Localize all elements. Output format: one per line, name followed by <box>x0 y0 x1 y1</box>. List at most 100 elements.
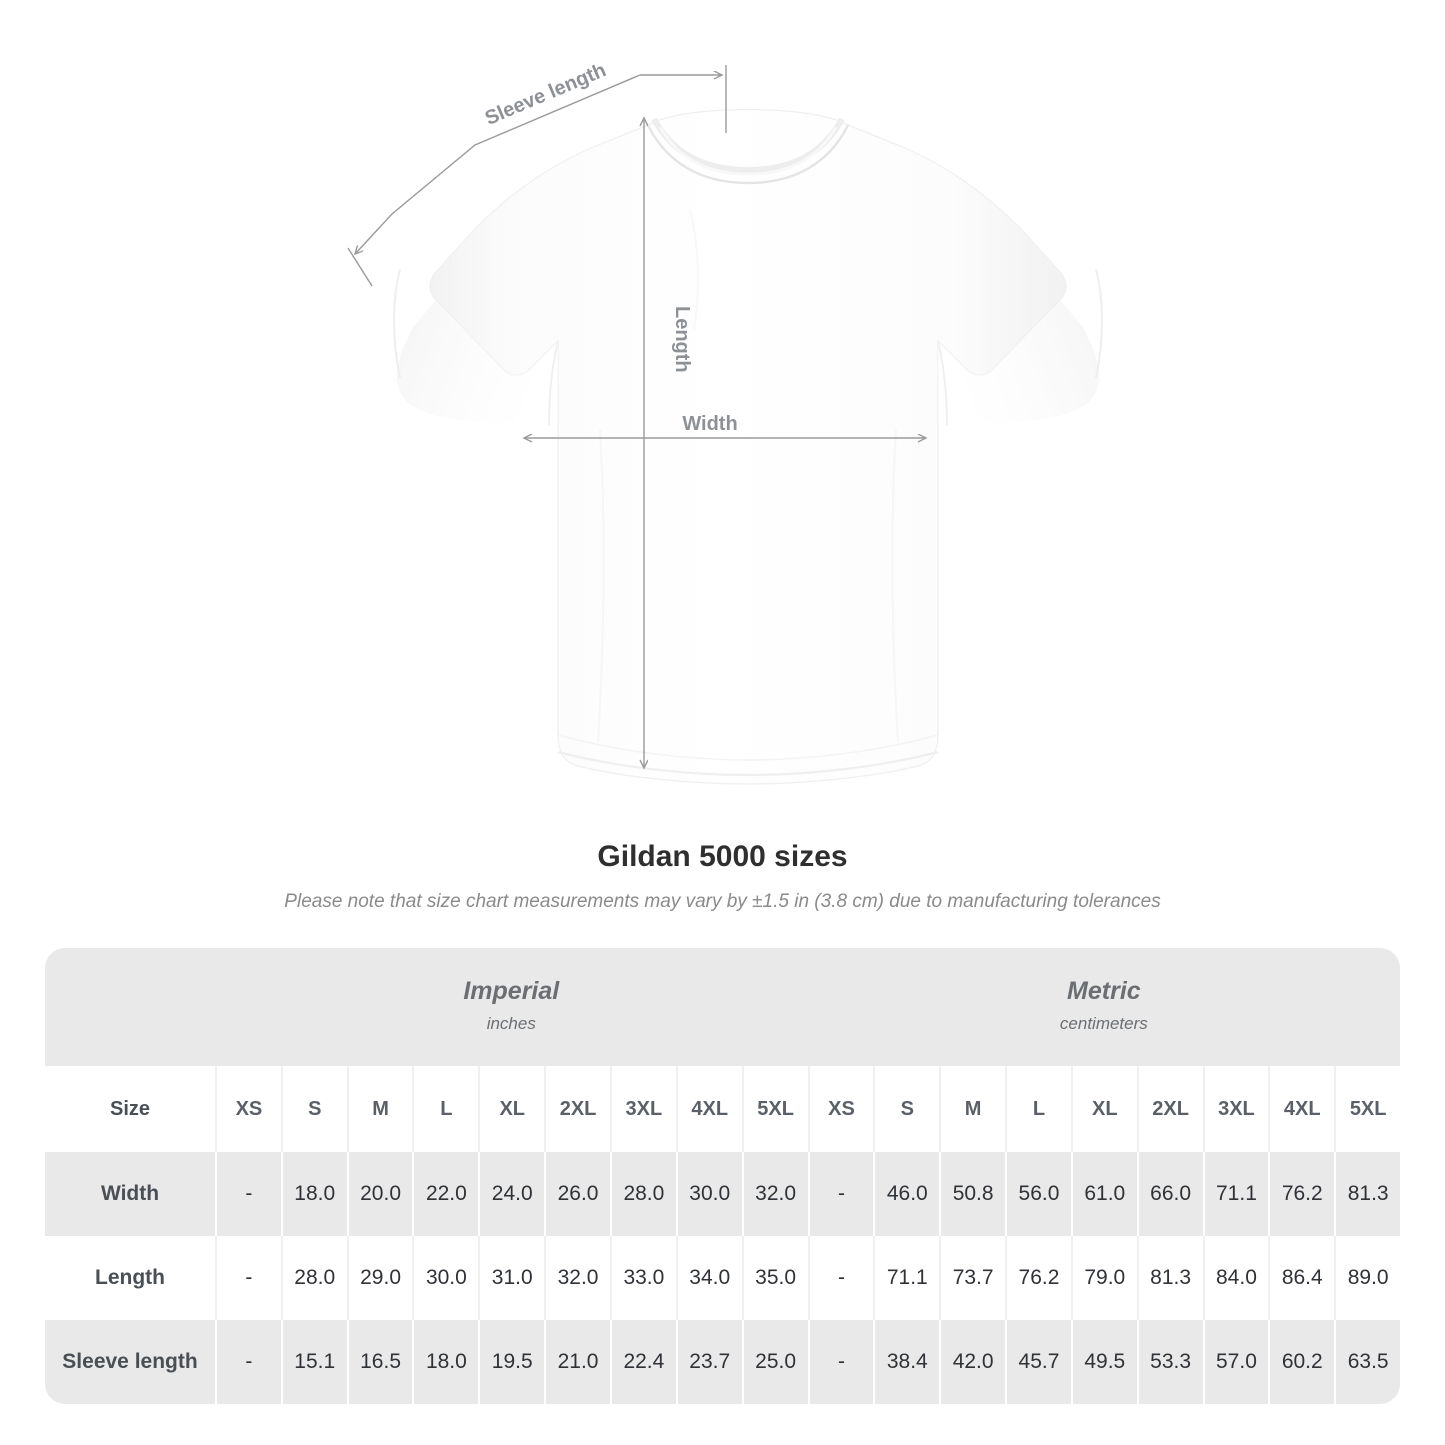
measurement-cell: 18.0 <box>280 1152 347 1236</box>
row-label: Width <box>45 1152 215 1236</box>
measurement-cell: 23.7 <box>675 1320 742 1404</box>
measurement-cell: - <box>807 1236 874 1320</box>
measurement-cell: 76.2 <box>1005 1236 1071 1320</box>
measurement-cell: 56.0 <box>1005 1152 1071 1236</box>
measurement-cell: 22.4 <box>609 1320 676 1404</box>
measurement-cell: - <box>807 1152 874 1236</box>
measurement-cell: 31.0 <box>478 1236 545 1320</box>
measurement-cell: 35.0 <box>741 1236 808 1320</box>
measurement-cell: 20.0 <box>346 1152 413 1236</box>
measurement-cell: 29.0 <box>346 1236 413 1320</box>
measurement-cell: - <box>807 1320 874 1404</box>
measurement-cell: 28.0 <box>609 1152 676 1236</box>
unit-subtitle: centimeters <box>1059 1014 1148 1033</box>
measurement-cell: 73.7 <box>939 1236 1006 1320</box>
size-header-cell: XS <box>807 1066 874 1152</box>
size-header-cell: M <box>939 1066 1006 1152</box>
measurement-cell: 49.5 <box>1070 1320 1137 1404</box>
measurement-cell: 22.0 <box>412 1152 479 1236</box>
width-label: Width <box>682 413 737 435</box>
size-header-row: Size XS S M L XL 2XL 3XL 4XL 5XL XS S M L XL 2XL 3XL 4XL 5… <box>45 1066 1401 1152</box>
measurement-cell: 46.0 <box>873 1152 940 1236</box>
length-label: Length <box>671 306 693 373</box>
size-header-cell: 2XL <box>544 1066 610 1152</box>
measurement-cell: 30.0 <box>412 1236 479 1320</box>
size-header-cell: XL <box>478 1066 545 1152</box>
unit-header-row: Imperial inches Metric centimeters <box>45 948 1401 1066</box>
measurement-cell: 38.4 <box>873 1320 940 1404</box>
row-label: Sleeve length <box>45 1320 215 1404</box>
size-chart-table-wrapper: Imperial inches Metric centimeters Size XS S M L… <box>45 948 1401 1404</box>
measurement-cell: - <box>215 1152 281 1236</box>
table-row: Length -28.0 29.0 30.0 31.0 32.0 33.0 34.0 35.0-… <box>45 1236 1401 1320</box>
page-title: Gildan 5000 sizes <box>597 840 848 873</box>
measurement-cell: 50.8 <box>939 1152 1006 1236</box>
tshirt-diagram: Sleeve length Length Width <box>347 59 1103 785</box>
tolerance-note: Please note that size chart measurements… <box>284 891 1161 912</box>
size-header-cell: XS <box>215 1066 281 1152</box>
measurement-cell: 81.3 <box>1136 1236 1203 1320</box>
measurement-cell: 71.1 <box>1202 1152 1269 1236</box>
size-header-cell: 3XL <box>1202 1066 1269 1152</box>
table-row: Sleeve length -15.1 16.5 18.0 19.5 21.0 22.4 23… <box>45 1320 1401 1404</box>
size-header-cell: M <box>346 1066 413 1152</box>
size-header-cell: XL <box>1070 1066 1137 1152</box>
measurement-cell: 60.2 <box>1268 1320 1335 1404</box>
measurement-cell: 15.1 <box>280 1320 347 1404</box>
measurement-cell: 84.0 <box>1202 1236 1269 1320</box>
size-header-cell: 4XL <box>1268 1066 1335 1152</box>
unit-subtitle: inches <box>486 1014 536 1033</box>
size-header-cell: S <box>873 1066 940 1152</box>
measurement-cell: 71.1 <box>873 1236 940 1320</box>
size-header-cell: L <box>1005 1066 1071 1152</box>
size-header-cell: 4XL <box>675 1066 742 1152</box>
measurement-cell: 32.0 <box>741 1152 808 1236</box>
measurement-cell: 18.0 <box>412 1320 479 1404</box>
size-header-cell: 5XL <box>741 1066 808 1152</box>
chart-heading: Gildan 5000 sizes Please note that size … <box>0 838 1445 914</box>
table-row: Width -18.0 20.0 22.0 24.0 26.0 28.0 30.0 32.0-4… <box>45 1152 1401 1236</box>
unit-name: Imperial <box>463 977 560 1005</box>
size-header-cell: S <box>280 1066 347 1152</box>
measurement-cell: 81.3 <box>1334 1152 1401 1236</box>
measurement-cell: 34.0 <box>675 1236 742 1320</box>
size-chart-table: Imperial inches Metric centimeters Size XS S M L… <box>45 948 1401 1404</box>
unit-header-cell: Imperial inches <box>215 948 808 1066</box>
measurement-cell: 53.3 <box>1136 1320 1203 1404</box>
unit-header-spacer <box>45 948 215 1066</box>
measurement-cell: 79.0 <box>1070 1236 1137 1320</box>
shirt-silhouette <box>393 108 1103 785</box>
measurement-cell: 42.0 <box>939 1320 1006 1404</box>
sleeve-length-label: Sleeve length <box>482 59 609 130</box>
measurement-cell: 76.2 <box>1268 1152 1335 1236</box>
size-header-cell: L <box>412 1066 479 1152</box>
measurement-cell: 24.0 <box>478 1152 545 1236</box>
measurement-cell: 89.0 <box>1334 1236 1401 1320</box>
measurement-cell: 25.0 <box>741 1320 808 1404</box>
row-label: Length <box>45 1236 215 1320</box>
unit-name: Metric <box>1067 977 1141 1005</box>
measurement-cell: 32.0 <box>544 1236 610 1320</box>
measurement-cell: - <box>215 1320 281 1404</box>
measurement-cell: 16.5 <box>346 1320 413 1404</box>
unit-header-cell: Metric centimeters <box>807 948 1401 1066</box>
measurement-cell: 21.0 <box>544 1320 610 1404</box>
size-header-cell: 3XL <box>609 1066 676 1152</box>
measurement-cell: 26.0 <box>544 1152 610 1236</box>
size-header-cell: 2XL <box>1136 1066 1203 1152</box>
measurement-cell: - <box>215 1236 281 1320</box>
measurement-cell: 19.5 <box>478 1320 545 1404</box>
sleeve-hem-tick <box>347 247 373 287</box>
sleeve-length-arrow-diagonal <box>355 74 641 254</box>
size-header-cell: 5XL <box>1334 1066 1401 1152</box>
measurement-cell: 57.0 <box>1202 1320 1269 1404</box>
measurement-cell: 45.7 <box>1005 1320 1071 1404</box>
measurement-cell: 30.0 <box>675 1152 742 1236</box>
tshirt-illustration: Sleeve length Length Width <box>347 59 1103 785</box>
size-header-label: Size <box>45 1066 215 1152</box>
measurement-cell: 66.0 <box>1136 1152 1203 1236</box>
measurement-cell: 86.4 <box>1268 1236 1335 1320</box>
measurement-cell: 61.0 <box>1070 1152 1137 1236</box>
measurement-cell: 28.0 <box>280 1236 347 1320</box>
measurement-cell: 33.0 <box>609 1236 676 1320</box>
